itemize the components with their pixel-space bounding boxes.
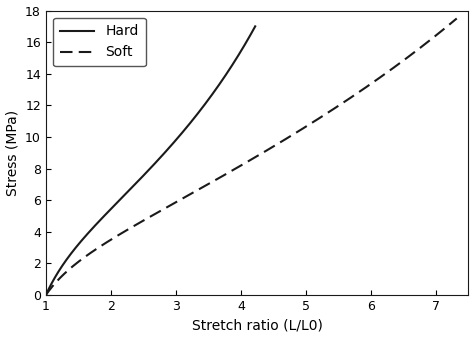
Hard [168, 144, 173, 148]
Hard [142, 172, 148, 176]
Hard [215, 85, 220, 89]
Hard [252, 24, 258, 28]
Hard [43, 293, 49, 297]
Soft [454, 17, 460, 21]
X-axis label: Stretch ratio (L/L0): Stretch ratio (L/L0) [191, 318, 323, 333]
Soft [241, 162, 246, 166]
Soft [265, 148, 271, 152]
Hard [156, 157, 162, 161]
Soft [444, 25, 450, 29]
Soft [238, 164, 244, 168]
Line: Hard: Hard [46, 26, 255, 295]
Y-axis label: Stress (MPa): Stress (MPa) [6, 110, 19, 196]
Line: Soft: Soft [46, 19, 457, 295]
Soft [288, 134, 293, 138]
Soft [380, 74, 385, 78]
Hard [247, 33, 253, 38]
Hard [144, 170, 149, 174]
Legend: Hard, Soft: Hard, Soft [53, 18, 146, 66]
Soft [43, 293, 49, 297]
